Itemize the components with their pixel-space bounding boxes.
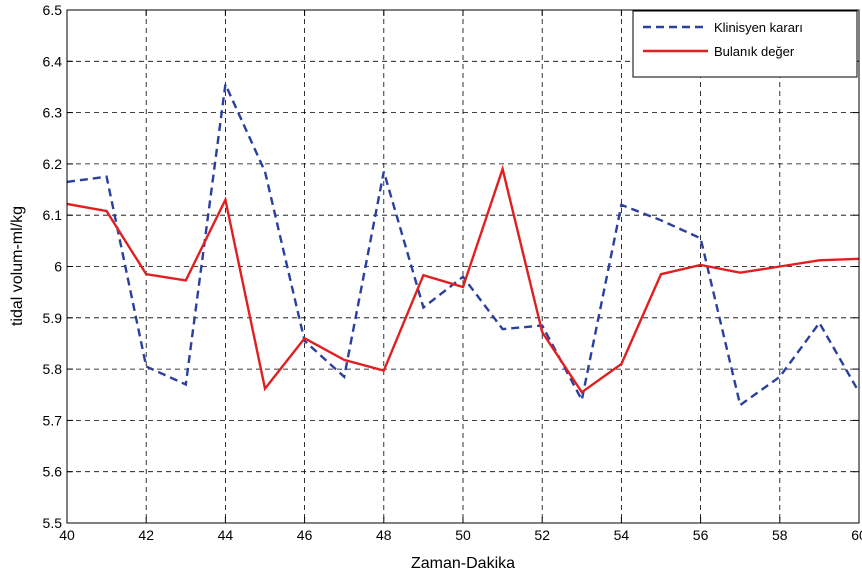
tick-labels: 40 42 44 46 48 50 52 54 56 58 60 5.5 5.6 5.7 5.8 5.9 6 6.… (43, 2, 862, 543)
y-tick-label: 6.3 (43, 105, 63, 121)
y-tick-label: 6.4 (43, 53, 63, 69)
y-tick-label: 5.5 (43, 515, 63, 531)
y-tick-label: 6.2 (43, 156, 63, 172)
x-tick-label: 60 (851, 527, 862, 543)
series-lines (66, 80, 861, 408)
x-tick-label: 44 (218, 527, 234, 543)
x-tick-label: 54 (614, 527, 630, 543)
x-tick-label: 40 (59, 527, 75, 543)
legend: Klinisyen kararı Bulanık değer (632, 10, 858, 78)
x-axis-label: Zaman-Dakika (411, 555, 515, 572)
legend-label-1: Klinisyen kararı (714, 20, 803, 35)
series-line-2 (66, 164, 860, 394)
x-tick-label: 48 (376, 527, 392, 543)
y-tick-label: 5.7 (43, 412, 63, 428)
y-tick-label: 6.5 (43, 2, 63, 18)
legend-box (632, 10, 858, 78)
y-axis-label: tidal volum-ml/kg (9, 206, 26, 326)
x-tick-label: 56 (693, 527, 709, 543)
x-tick-label: 46 (297, 527, 313, 543)
x-tick-label: 52 (534, 527, 550, 543)
y-tick-label: 5.8 (43, 361, 63, 377)
y-tick-label: 6 (54, 259, 62, 275)
x-tick-label: 58 (772, 527, 788, 543)
x-tick-label: 50 (455, 527, 471, 543)
y-tick-label: 5.9 (43, 310, 63, 326)
y-tick-label: 5.6 (43, 464, 63, 480)
legend-label-2: Bulanık değer (714, 44, 795, 59)
x-tick-label: 42 (138, 527, 154, 543)
grid (67, 10, 859, 523)
y-tick-label: 6.1 (43, 207, 63, 223)
series-line-1 (66, 80, 861, 408)
